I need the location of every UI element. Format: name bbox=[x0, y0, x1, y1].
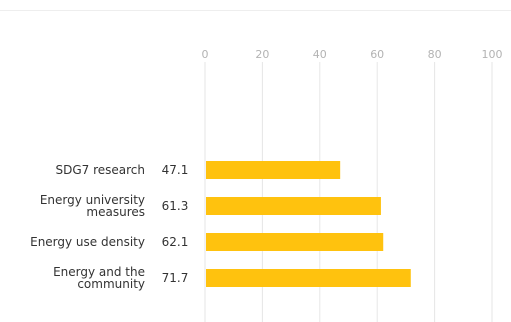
bar-0 bbox=[206, 161, 341, 179]
x-tick-label-80: 80 bbox=[428, 48, 442, 61]
category-label-0-line-0: SDG7 research bbox=[55, 163, 145, 177]
bar-1 bbox=[206, 197, 381, 215]
category-label-3-line-0: Energy and the bbox=[53, 265, 145, 279]
x-tick-label-20: 20 bbox=[255, 48, 269, 61]
category-label-1-line-1: measures bbox=[86, 205, 145, 219]
value-label-3: 71.7 bbox=[162, 271, 189, 285]
category-label-3-line-1: community bbox=[77, 277, 145, 291]
category-label-1-line-0: Energy university bbox=[40, 193, 145, 207]
x-tick-label-60: 60 bbox=[370, 48, 384, 61]
top-divider bbox=[0, 10, 511, 11]
x-tick-label-100: 100 bbox=[482, 48, 503, 61]
x-tick-label-0: 0 bbox=[202, 48, 209, 61]
value-label-1: 61.3 bbox=[162, 199, 189, 213]
category-label-2-line-0: Energy use density bbox=[30, 235, 145, 249]
value-label-0: 47.1 bbox=[162, 163, 189, 177]
value-label-2: 62.1 bbox=[162, 235, 189, 249]
bar-2 bbox=[206, 233, 384, 251]
x-tick-label-40: 40 bbox=[313, 48, 327, 61]
bar-3 bbox=[206, 269, 411, 287]
